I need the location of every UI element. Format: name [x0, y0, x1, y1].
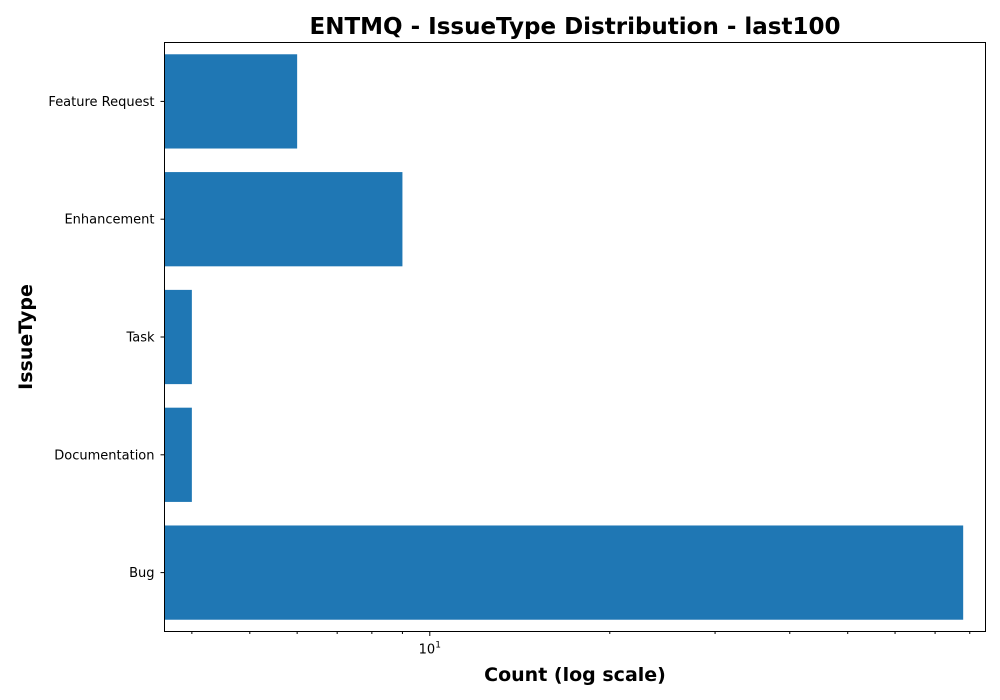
y-tick-label-enhancement: Enhancement [64, 213, 154, 228]
bar-documentation [164, 407, 192, 502]
bars-group [164, 54, 964, 620]
bar-feature-request [164, 54, 298, 149]
y-tick-label-task: Task [125, 331, 155, 346]
x-axis-label: Count (log scale) [484, 664, 666, 686]
y-axis-ticks: Feature Request Enhancement Task Documentat… [48, 95, 165, 581]
y-tick-label-documentation: Documentation [54, 448, 154, 463]
bar-enhancement [164, 172, 403, 267]
chart-title: ENTMQ - IssueType Distribution - last100 [309, 14, 840, 40]
x-tick-label: 101 [419, 641, 441, 658]
bar-task [164, 289, 192, 385]
y-tick-label-feature-request: Feature Request [48, 95, 154, 110]
bar-bug [164, 525, 964, 620]
y-axis-label: IssueType [15, 284, 37, 390]
plot-frame [164, 42, 986, 632]
x-axis-ticks: 101 [191, 631, 971, 658]
y-tick-label-bug: Bug [129, 566, 154, 581]
